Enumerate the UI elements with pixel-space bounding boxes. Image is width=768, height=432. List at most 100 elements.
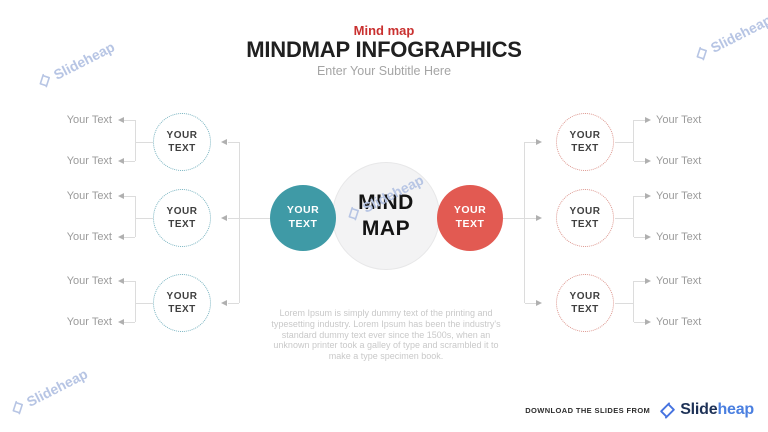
arrow-left-icon <box>118 193 124 199</box>
connector-line <box>634 322 645 323</box>
slideheap-logo-icon <box>12 400 24 415</box>
connector-line <box>634 281 645 282</box>
arrow-left-icon <box>118 278 124 284</box>
footer: DOWNLOAD THE SLIDES FROM Slideheap <box>525 398 754 422</box>
center-node-line1: MIND <box>358 190 414 214</box>
body-placeholder-text: Lorem Ipsum is simply dummy text of the … <box>271 308 501 362</box>
branch-node-label: YOUR TEXT <box>569 291 601 315</box>
arrow-left-icon <box>118 234 124 240</box>
arrow-left-icon <box>221 215 227 221</box>
slideheap-logo-icon <box>348 206 360 221</box>
connector-line <box>124 120 135 121</box>
branch-label: Your Text <box>66 231 112 243</box>
connector-line <box>136 218 153 219</box>
branch-label: Your Text <box>66 316 112 328</box>
slideheap-logo-icon <box>696 46 708 61</box>
connector-line <box>503 218 536 219</box>
connector-line <box>634 120 645 121</box>
connector-line <box>634 161 645 162</box>
arrow-right-icon <box>645 158 651 164</box>
watermark-bottom-left: Slideheap <box>7 366 90 419</box>
branch-label: Your Text <box>656 114 702 126</box>
arrow-right-icon <box>536 139 542 145</box>
branch-node: YOUR TEXT <box>153 274 211 332</box>
slide-subtitle: Enter Your Subtitle Here <box>316 64 452 78</box>
arrow-left-icon <box>221 139 227 145</box>
right-accent-node: YOUR TEXT <box>437 185 503 251</box>
slideheap-logo-icon <box>660 401 675 419</box>
page-title: MINDMAP INFOGRAPHICS <box>246 37 522 62</box>
connector-line <box>633 196 634 237</box>
connector-line <box>228 218 270 219</box>
connector-line <box>525 303 536 304</box>
connector-line <box>136 142 153 143</box>
arrow-right-icon <box>645 193 651 199</box>
right-accent-node-label: YOUR TEXT <box>453 204 487 230</box>
branch-label: Your Text <box>66 190 112 202</box>
footer-cta-label: DOWNLOAD THE SLIDES FROM <box>525 405 651 415</box>
branch-node: YOUR TEXT <box>556 113 614 171</box>
arrow-right-icon <box>536 215 542 221</box>
branch-node-label: YOUR TEXT <box>569 130 601 154</box>
branch-label: Your Text <box>656 190 702 202</box>
watermark-center: Slideheap <box>343 172 426 225</box>
connector-line <box>634 237 645 238</box>
connector-line <box>228 303 239 304</box>
connector-line <box>228 142 239 143</box>
arrow-left-icon <box>118 319 124 325</box>
connector-line <box>135 120 136 161</box>
watermark-label: Slideheap <box>23 365 91 410</box>
arrow-right-icon <box>536 300 542 306</box>
watermark-top-left: Slideheap <box>34 39 117 92</box>
brand-wordmark: Slideheap <box>680 401 754 419</box>
center-node-label: MIND MAP <box>358 190 414 243</box>
connector-line <box>124 281 135 282</box>
brand-first: Slide <box>680 401 718 418</box>
slide-eyebrow: Mind map <box>353 23 415 38</box>
branch-node: YOUR TEXT <box>153 113 211 171</box>
connector-line <box>633 281 634 322</box>
left-accent-node-label: YOUR TEXT <box>286 204 320 230</box>
branch-node: YOUR TEXT <box>153 189 211 247</box>
branch-label: Your Text <box>656 231 702 243</box>
branch-node-label: YOUR TEXT <box>166 291 198 315</box>
connector-line <box>633 120 634 161</box>
arrow-left-icon <box>118 117 124 123</box>
arrow-right-icon <box>645 319 651 325</box>
arrow-left-icon <box>118 158 124 164</box>
connector-line <box>615 303 633 304</box>
slideheap-logo-icon <box>39 73 51 88</box>
connector-line <box>634 196 645 197</box>
branch-node: YOUR TEXT <box>556 274 614 332</box>
arrow-right-icon <box>645 234 651 240</box>
connector-line <box>136 303 153 304</box>
connector-line <box>135 281 136 322</box>
connector-line <box>524 142 525 303</box>
watermark-top-right: Slideheap <box>691 12 768 65</box>
connector-line <box>124 161 135 162</box>
connector-line <box>615 218 633 219</box>
center-node: MIND MAP <box>332 162 440 270</box>
left-accent-node: YOUR TEXT <box>270 185 336 251</box>
branch-label: Your Text <box>656 316 702 328</box>
branch-label: Your Text <box>66 155 112 167</box>
branch-label: Your Text <box>66 114 112 126</box>
branch-label: Your Text <box>66 275 112 287</box>
connector-line <box>525 142 536 143</box>
arrow-right-icon <box>645 117 651 123</box>
connector-line <box>124 196 135 197</box>
connector-line <box>239 142 240 303</box>
arrow-left-icon <box>221 300 227 306</box>
slideheap-brand[interactable]: Slideheap <box>658 401 754 420</box>
branch-label: Your Text <box>656 155 702 167</box>
brand-second: heap <box>717 401 754 418</box>
connector-line <box>124 322 135 323</box>
connector-line <box>135 196 136 237</box>
connector-line <box>615 142 633 143</box>
connector-line <box>124 237 135 238</box>
branch-label: Your Text <box>656 275 702 287</box>
branch-node: YOUR TEXT <box>556 189 614 247</box>
branch-node-label: YOUR TEXT <box>166 130 198 154</box>
branch-node-label: YOUR TEXT <box>569 206 601 230</box>
